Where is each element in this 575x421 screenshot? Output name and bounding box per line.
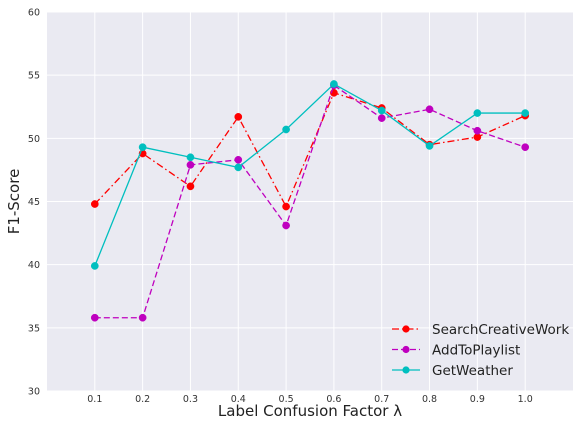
x-tick-label: 0.4	[231, 394, 246, 405]
data-point	[90, 200, 99, 208]
x-tick-label: 1.0	[518, 394, 533, 405]
y-tick-label: 55	[28, 71, 40, 82]
x-tick-label: 0.3	[183, 394, 198, 405]
series-line	[94, 92, 526, 209]
data-point	[90, 313, 99, 322]
x-tick-label: 0.5	[279, 394, 294, 405]
data-point	[234, 163, 243, 172]
data-point	[282, 125, 290, 134]
data-point	[282, 221, 290, 230]
data-point	[521, 109, 530, 117]
y-tick-label: 60	[28, 8, 40, 19]
legend-label: SearchCreativeWork	[432, 322, 569, 338]
data-point	[473, 109, 482, 117]
data-point	[473, 126, 482, 135]
grid	[47, 11, 573, 392]
legend-marker	[402, 345, 410, 354]
x-tick-label: 0.1	[87, 394, 102, 405]
legend-marker	[402, 366, 410, 374]
series-line	[94, 83, 526, 267]
data-point	[425, 105, 434, 114]
data-point	[330, 80, 338, 88]
data-point	[186, 161, 195, 169]
y-tick-label: 35	[28, 323, 40, 334]
data-point	[90, 262, 99, 270]
data-point	[234, 113, 243, 121]
legend-label: AddToPlaylist	[432, 343, 520, 359]
x-tick-label: 0.7	[374, 394, 389, 405]
data-point	[377, 106, 386, 115]
x-tick-label: 0.8	[422, 394, 437, 405]
data-point	[425, 142, 434, 150]
y-tick-label: 45	[28, 197, 40, 208]
legend-marker	[402, 325, 410, 333]
x-tick-label: 0.2	[135, 394, 150, 405]
series-line	[94, 84, 526, 319]
data-point	[282, 202, 290, 211]
y-tick-label: 40	[28, 260, 40, 271]
tick-labels: 30 35 40 45 50 55 60 0.1 0.2 0.3 0.4 0.5 0.6 0.7 0.8 0.…	[28, 8, 533, 406]
data-point	[138, 313, 147, 322]
data-point	[186, 182, 195, 191]
data-point	[138, 143, 147, 152]
data-point	[521, 143, 530, 152]
series-layer	[90, 80, 530, 322]
data-point	[377, 114, 386, 122]
y-tick-label: 50	[28, 134, 40, 145]
x-tick-label: 0.6	[326, 394, 341, 405]
y-tick-label: 30	[28, 387, 40, 398]
data-point	[186, 153, 195, 162]
y-axis-label: F1-Score	[5, 169, 23, 235]
x-axis-label: Label Confusion Factor λ	[218, 402, 402, 420]
x-tick-label: 0.9	[470, 394, 485, 405]
legend-label: GetWeather	[432, 363, 513, 379]
data-point	[234, 155, 243, 164]
legend: SearchCreativeWork AddToPlaylist GetWeathe…	[392, 322, 569, 379]
